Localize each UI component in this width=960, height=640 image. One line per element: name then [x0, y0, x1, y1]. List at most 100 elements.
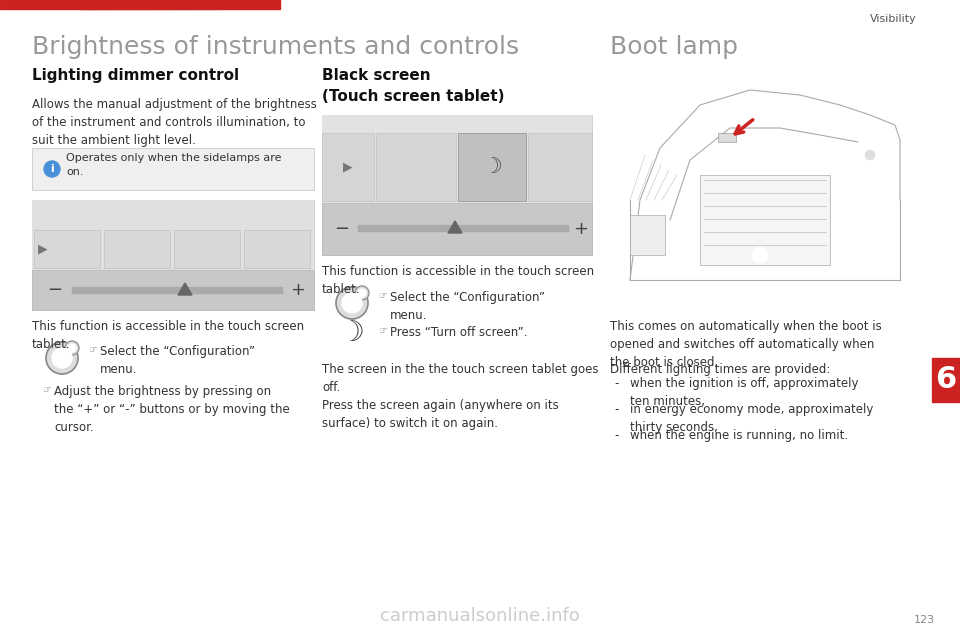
Bar	[291, 0, 292, 9]
Bar	[274, 0, 275, 9]
Bar	[134, 0, 135, 9]
Circle shape	[65, 341, 79, 355]
Bar	[288, 0, 289, 9]
Bar	[151, 0, 152, 9]
Bar	[97, 0, 98, 9]
Circle shape	[358, 289, 366, 297]
Circle shape	[336, 287, 368, 319]
Bar	[244, 0, 245, 9]
Text: This comes on automatically when the boot is
opened and switches off automatical: This comes on automatically when the boo…	[610, 320, 881, 369]
Bar	[277, 0, 278, 9]
Bar	[146, 0, 147, 9]
Bar	[208, 0, 209, 9]
Bar	[119, 0, 120, 9]
Text: when the ignition is off, approximately
ten minutes,: when the ignition is off, approximately …	[630, 377, 858, 408]
Bar	[189, 0, 190, 9]
Bar	[105, 0, 106, 9]
Bar	[141, 0, 142, 9]
Bar	[113, 0, 114, 9]
Bar	[259, 0, 260, 9]
Bar	[245, 0, 246, 9]
Bar	[227, 0, 228, 9]
Bar	[104, 0, 105, 9]
Bar	[32, 200, 314, 270]
Bar	[181, 0, 182, 9]
Bar	[164, 0, 165, 9]
Bar	[298, 0, 299, 9]
Bar	[123, 0, 124, 9]
Bar	[133, 0, 134, 9]
Bar	[147, 0, 148, 9]
Text: −: −	[47, 281, 62, 299]
Bar	[265, 0, 266, 9]
Text: Lighting dimmer control: Lighting dimmer control	[32, 68, 239, 83]
Text: Black screen
(Touch screen tablet): Black screen (Touch screen tablet)	[322, 68, 505, 104]
Bar	[114, 0, 115, 9]
Bar	[255, 0, 256, 9]
Bar	[278, 0, 279, 9]
Bar	[198, 0, 199, 9]
Bar	[88, 0, 89, 9]
Bar	[212, 0, 213, 9]
Text: ▶: ▶	[343, 161, 353, 173]
Bar	[117, 0, 118, 9]
Bar	[246, 0, 247, 9]
Circle shape	[865, 150, 875, 160]
Bar	[168, 0, 169, 9]
Bar	[100, 0, 101, 9]
Bar	[270, 0, 271, 9]
Bar	[266, 0, 267, 9]
Text: ☽: ☽	[482, 157, 502, 177]
Text: +: +	[291, 281, 305, 299]
Bar	[140, 0, 141, 9]
Bar	[174, 230, 240, 268]
Bar	[92, 0, 93, 9]
Bar	[210, 0, 211, 9]
Bar	[93, 0, 94, 9]
Text: Visibility: Visibility	[870, 14, 917, 24]
Bar	[127, 0, 128, 9]
Text: ☞: ☞	[378, 291, 387, 301]
Bar	[106, 0, 107, 9]
Bar	[176, 0, 177, 9]
Bar	[138, 0, 139, 9]
Bar	[125, 0, 126, 9]
Bar	[283, 0, 284, 9]
Bar	[109, 0, 110, 9]
Bar	[244, 230, 310, 268]
Bar	[91, 0, 92, 9]
Bar	[0, 0, 280, 9]
Circle shape	[342, 293, 362, 313]
Bar	[95, 0, 96, 9]
Text: This function is accessible in the touch screen
tablet.: This function is accessible in the touch…	[32, 320, 304, 351]
Circle shape	[52, 348, 72, 368]
Bar	[99, 0, 100, 9]
Bar	[249, 0, 250, 9]
Bar	[253, 0, 254, 9]
Text: ☞: ☞	[88, 345, 97, 355]
Bar	[137, 0, 138, 9]
Bar	[205, 0, 206, 9]
Bar	[172, 0, 173, 9]
Bar	[149, 0, 150, 9]
Bar	[257, 0, 258, 9]
Bar	[202, 0, 203, 9]
Bar	[258, 0, 259, 9]
Bar	[293, 0, 294, 9]
Text: -: -	[614, 377, 618, 390]
Bar	[322, 115, 592, 255]
Bar	[242, 0, 243, 9]
Text: -: -	[614, 429, 618, 442]
Bar	[233, 0, 234, 9]
Bar	[280, 0, 281, 9]
Bar	[275, 0, 276, 9]
Text: Boot lamp: Boot lamp	[610, 35, 738, 59]
Bar	[121, 0, 122, 9]
Text: The screen in the the touch screen tablet goes
off.
Press the screen again (anyw: The screen in the the touch screen table…	[322, 363, 598, 430]
Bar	[32, 200, 314, 310]
Bar	[188, 0, 189, 9]
Bar	[132, 0, 133, 9]
Text: carmanualsonline.info: carmanualsonline.info	[380, 607, 580, 625]
Bar	[217, 0, 218, 9]
Bar	[213, 0, 214, 9]
